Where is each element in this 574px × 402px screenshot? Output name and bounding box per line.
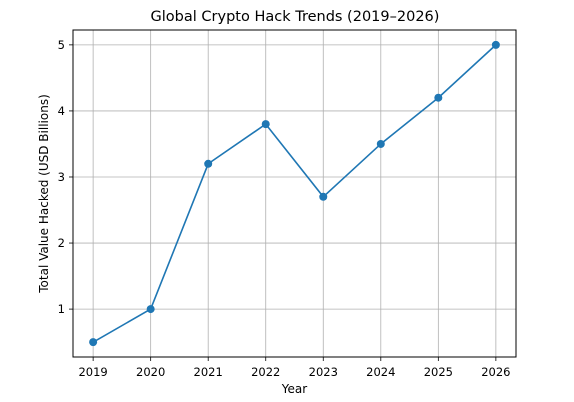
chart-title: Global Crypto Hack Trends (2019–2026): [151, 9, 440, 25]
y-tick-label: 1: [58, 302, 65, 316]
x-tick-label: 2019: [78, 365, 107, 379]
grid: [73, 30, 516, 357]
data-point: [491, 40, 500, 49]
x-axis-label: Year: [281, 382, 307, 396]
ticks: 2019 2020 2021 2022 2023 2024 2025 2026 1 2 3 4 5: [58, 38, 511, 379]
x-tick-label: 2023: [309, 365, 338, 379]
data-point: [146, 305, 155, 314]
data-point: [261, 120, 270, 129]
data-point: [434, 93, 443, 102]
y-axis-label: Total Value Hacked (USD Billions): [37, 94, 51, 294]
x-tick-label: 2026: [481, 365, 510, 379]
data-point: [89, 338, 98, 347]
y-tick-label: 4: [58, 104, 65, 118]
data-point: [204, 159, 213, 168]
plot-frame: [72, 29, 517, 358]
data-point: [319, 192, 328, 201]
series-layer: [89, 40, 500, 347]
y-tick-label: 3: [58, 170, 65, 184]
x-tick-label: 2021: [194, 365, 223, 379]
x-tick-label: 2020: [136, 365, 165, 379]
x-tick-label: 2024: [366, 365, 395, 379]
x-tick-label: 2025: [424, 365, 453, 379]
x-tick-label: 2022: [251, 365, 280, 379]
y-tick-label: 2: [58, 236, 65, 250]
y-tick-label: 5: [58, 38, 65, 52]
data-point: [376, 139, 385, 148]
series-line: [92, 44, 497, 343]
